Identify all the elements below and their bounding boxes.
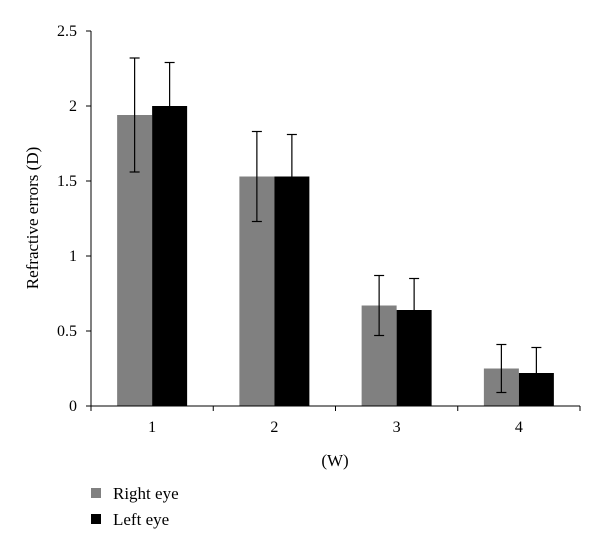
legend: Right eye Left eye bbox=[91, 484, 179, 529]
legend-label-right-eye: Right eye bbox=[113, 484, 179, 503]
plot-area: 0 0.5 1 1.5 2 2.5 1 2 3 4 bbox=[57, 23, 581, 436]
legend-swatch-left-eye bbox=[91, 514, 101, 524]
legend-swatch-right-eye bbox=[91, 488, 101, 498]
y-tick-label: 0 bbox=[69, 398, 77, 415]
y-tick-label: 1 bbox=[69, 248, 77, 265]
y-tick-label: 2 bbox=[69, 98, 77, 115]
x-tick-label: 4 bbox=[515, 419, 523, 436]
y-axis-title: Refractive errors (D) bbox=[23, 147, 42, 290]
bar-left-eye-1 bbox=[152, 106, 188, 406]
y-tick-label: 0.5 bbox=[57, 323, 77, 340]
x-axis-title: (W) bbox=[321, 451, 348, 470]
x-tick-label: 1 bbox=[148, 419, 156, 436]
y-tick-label: 1.5 bbox=[57, 173, 77, 190]
y-tick-label: 2.5 bbox=[57, 23, 77, 40]
x-tick-label: 3 bbox=[393, 419, 401, 436]
x-tick-label: 2 bbox=[270, 419, 278, 436]
legend-label-left-eye: Left eye bbox=[113, 510, 169, 529]
